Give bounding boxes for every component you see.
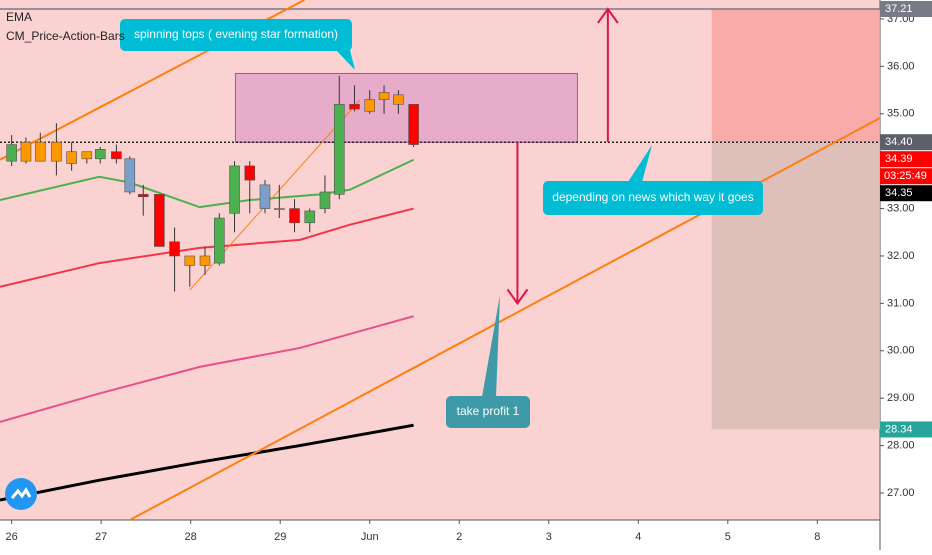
candle-body — [154, 194, 165, 247]
arrow — [597, 7, 619, 143]
price-label-box — [880, 1, 932, 18]
candle-body — [137, 194, 149, 198]
x-tick-label: 8 — [814, 531, 820, 543]
x-tick-label: 2 — [456, 531, 462, 543]
time-axis-background — [0, 520, 880, 550]
price-label: 34.40 — [885, 136, 913, 148]
price-label-box — [880, 151, 932, 168]
y-tick-label: 36.00 — [887, 60, 915, 72]
y-tick-label: 31.00 — [887, 297, 915, 309]
candle-body — [364, 99, 376, 112]
indicator-label: CM_Price-Action-Bars — [6, 29, 125, 43]
y-tick-label: 27.00 — [887, 487, 915, 499]
candle-body — [289, 208, 300, 224]
price-label: 34.35 — [885, 187, 913, 199]
callout-text: spinning tops ( evening star formation) — [134, 27, 338, 41]
callout-box — [543, 181, 763, 215]
candle-body — [333, 103, 345, 195]
candle-body — [408, 103, 419, 145]
price-label: 37.21 — [885, 3, 913, 15]
candle-body — [304, 210, 316, 224]
y-tick-label: 32.00 — [887, 250, 915, 262]
candle-body — [66, 151, 77, 164]
x-tick-label: 28 — [185, 531, 197, 543]
price-label-box — [880, 185, 932, 202]
candle-body — [244, 165, 256, 181]
x-tick-label: 4 — [635, 531, 641, 543]
y-tick-label: 29.00 — [887, 392, 915, 404]
price-label-box — [880, 421, 932, 438]
candle-body — [199, 255, 211, 266]
candle-body — [259, 184, 271, 209]
candle-body — [378, 92, 390, 100]
candle-body — [184, 255, 196, 266]
x-tick-label: 27 — [95, 531, 107, 543]
callout-box — [120, 19, 352, 51]
price-label: 28.34 — [885, 423, 913, 435]
candle-body — [349, 103, 360, 110]
candle-body — [393, 94, 404, 105]
candle-body — [214, 217, 225, 264]
candle-body — [274, 208, 285, 210]
candle-body — [169, 241, 180, 257]
x-tick-label: Jun — [361, 531, 379, 543]
indicator-line — [0, 158, 415, 209]
x-tick-label: 26 — [6, 531, 18, 543]
candle-body — [94, 149, 106, 160]
y-tick-label: 33.00 — [887, 202, 915, 214]
callout-box — [446, 396, 530, 428]
indicator-line — [0, 315, 414, 423]
price-axis-background — [880, 0, 932, 550]
callout-text: take profit 1 — [457, 404, 520, 418]
candle-body — [81, 151, 93, 160]
candle-body — [229, 165, 240, 214]
indicator-line — [0, 423, 414, 502]
arrow — [506, 142, 529, 306]
countdown: 03:25:49 — [884, 170, 927, 182]
y-tick-label: 30.00 — [887, 345, 915, 357]
candle-body — [6, 144, 17, 162]
indicator-line — [0, 207, 414, 288]
x-tick-label: 5 — [725, 531, 731, 543]
logo — [5, 478, 37, 510]
candle-body — [124, 158, 136, 193]
candle-body — [319, 191, 331, 209]
candle-body — [111, 151, 122, 160]
price-label: 34.39 — [885, 153, 913, 165]
candle-body — [34, 141, 46, 162]
callout-pointer — [482, 295, 500, 397]
y-tick-label: 35.00 — [887, 108, 915, 120]
zone — [234, 72, 578, 143]
candle-body — [51, 141, 62, 162]
callout-pointer — [336, 50, 355, 70]
zone — [711, 9, 880, 143]
x-tick-label: 3 — [546, 531, 552, 543]
price-label-box — [880, 134, 932, 151]
callout-text: depending on news which way it goes — [552, 190, 753, 204]
indicator-label: EMA — [6, 10, 32, 24]
overlay: spinning tops ( evening star formation) d… — [120, 19, 763, 428]
x-tick-label: 29 — [274, 531, 286, 543]
callout-pointer — [628, 145, 652, 182]
countdown-box — [880, 168, 932, 185]
y-tick-label: 28.00 — [887, 439, 915, 451]
candle-body — [20, 141, 32, 162]
